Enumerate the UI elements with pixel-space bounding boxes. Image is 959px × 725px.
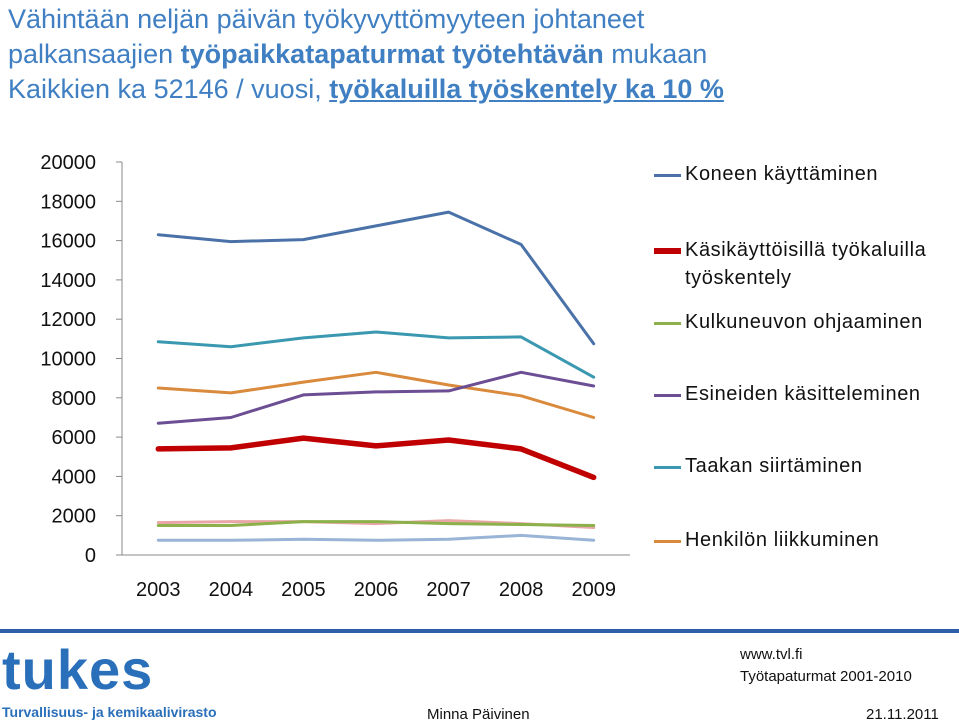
footer-date: 21.11.2011 [866,706,939,723]
legend-label: Henkilön liikkuminen [685,529,880,551]
title-line-3-prefix: Kaikkien ka 52146 / vuosi, [8,74,330,104]
series-line [156,370,596,419]
footer-url: www.tvl.fi [740,646,803,663]
y-tick-label: 10000 [40,349,96,371]
legend-item-koneen: Koneen käyttäminen [654,160,878,188]
legend-label: Kulkuneuvon ohjaaminen [685,311,923,333]
footer-source: Työtapaturmat 2001-2010 [740,668,912,685]
legend-label: Esineiden käsitteleminen [685,383,921,405]
y-tick-label: 16000 [40,231,96,253]
legend-swatch [654,540,681,543]
title-line-2-bold: työpaikkatapaturmat työtehtävän [180,39,604,69]
y-tick-label: 8000 [52,388,97,410]
series-line [155,435,597,481]
series-line [156,370,596,425]
chart-ticks: 0 2000 4000 6000 8000 10000 12000 14000 16000 180… [40,152,616,601]
legend-swatch [654,248,681,254]
chart-series [155,210,597,542]
legend-swatch [654,174,681,177]
y-tick-label: 2000 [52,506,97,528]
series-line [156,520,596,527]
y-tick-label: 18000 [40,191,96,213]
legend-item-taakan: Taakan siirtäminen [654,452,863,480]
series-line [156,330,596,379]
legend-swatch [654,322,681,325]
x-tick-label: 2003 [136,579,181,601]
legend-item-kulkuneuvon: Kulkuneuvon ohjaaminen [654,308,923,336]
footer-divider [0,629,959,633]
line-chart: 0 2000 4000 6000 8000 10000 12000 14000 16000 180… [40,152,630,601]
x-tick-label: 2007 [426,579,471,601]
y-tick-label: 14000 [40,270,96,292]
series-line [156,533,596,542]
x-tick-label: 2006 [354,579,399,601]
legend-swatch [654,466,681,469]
x-tick-label: 2009 [571,579,616,601]
title-line-3-emphasis: työkaluilla työskentely ka 10 % [329,74,724,104]
legend-item-henkilon: Henkilön liikkuminen [654,526,879,554]
x-tick-label: 2008 [499,579,544,601]
y-tick-label: 12000 [40,309,96,331]
title-line-2: palkansaajien työpaikkatapaturmat työteh… [8,37,948,72]
legend-swatch [654,394,681,397]
legend-item-kasikayttoisilla: Käsikäyttöisillä työkaluilla työskentely [654,236,959,292]
legend-label: Käsikäyttöisillä työkaluilla työskentely [685,239,927,289]
title-line-3: Kaikkien ka 52146 / vuosi, työkaluilla t… [8,72,948,107]
footer-author: Minna Päivinen [427,706,530,723]
y-tick-label: 6000 [52,427,97,449]
y-tick-label: 4000 [52,466,97,488]
chart-title: Vähintään neljän päivän työkyvyttömyytee… [8,2,948,107]
title-line-2-suffix: mukaan [603,39,708,69]
legend-label: Taakan siirtäminen [685,455,863,477]
series-line [156,210,596,346]
y-tick-label: 20000 [40,152,96,174]
x-tick-label: 2005 [281,579,326,601]
legend-item-esineiden: Esineiden käsitteleminen [654,380,921,408]
title-line-2-prefix: palkansaajien [8,39,181,69]
x-tick-label: 2004 [209,579,254,601]
tukes-logo: tukes Turvallisuus- ja kemikaalivirasto [2,638,217,721]
legend-label: Koneen käyttäminen [685,163,879,185]
title-line-1: Vähintään neljän päivän työkyvyttömyytee… [8,4,645,34]
logo-wordmark: tukes [2,638,154,701]
chart-axes [121,162,630,556]
logo-subtitle: Turvallisuus- ja kemikaalivirasto [2,704,217,720]
y-tick-label: 0 [85,545,96,567]
